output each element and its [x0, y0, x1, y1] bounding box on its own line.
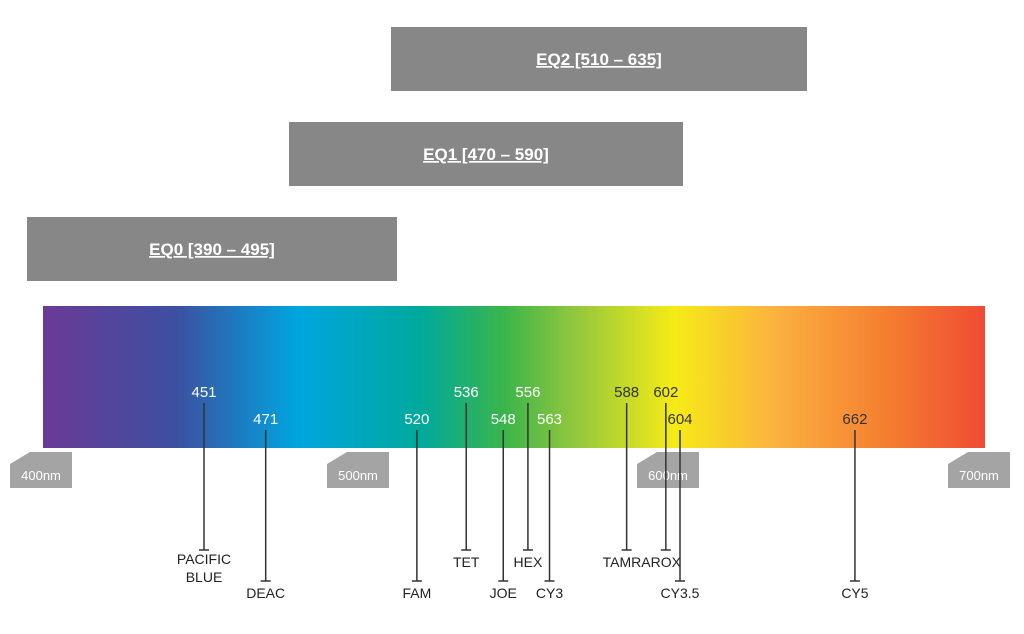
scale-tab [327, 452, 389, 488]
dye-name: PACIFIC BLUE [177, 551, 231, 585]
eq-label: EQ0 [390 – 495] [149, 240, 275, 259]
eq-label: EQ2 [510 – 635] [536, 50, 662, 69]
scale-label: 700nm [959, 468, 999, 483]
dye-name: CY3 [536, 585, 563, 601]
scale-tab [10, 452, 72, 488]
wavelength-label: 536 [454, 384, 479, 401]
dye-name: TAMRA [603, 554, 652, 570]
dye-name: HEX [514, 554, 543, 570]
scale-label: 600nm [648, 468, 688, 483]
wavelength-label: 520 [404, 411, 429, 428]
wavelength-label: 471 [253, 411, 278, 428]
wavelength-label: 588 [614, 384, 639, 401]
wavelength-label: 602 [653, 384, 678, 401]
dye-name: DEAC [246, 585, 285, 601]
scale-tab [637, 452, 699, 488]
eq-band [391, 27, 807, 91]
spectrum-bar [43, 306, 985, 448]
wavelength-label: 451 [191, 384, 216, 401]
dye-name: CY3.5 [661, 585, 700, 601]
scale-tab [948, 452, 1010, 488]
wavelength-label: 556 [515, 384, 540, 401]
scale-label: 400nm [21, 468, 61, 483]
eq-label: EQ1 [470 – 590] [423, 145, 549, 164]
dye-name: TET [453, 554, 480, 570]
dye-name: FAM [402, 585, 431, 601]
eq-band [27, 217, 397, 281]
scale-label: 500nm [338, 468, 378, 483]
wavelength-label: 662 [842, 411, 867, 428]
eq-band [289, 122, 683, 186]
dye-name: CY5 [841, 585, 868, 601]
wavelength-label: 548 [491, 411, 516, 428]
dye-name: JOE [490, 585, 517, 601]
wavelength-label: 604 [667, 411, 692, 428]
wavelength-label: 563 [537, 411, 562, 428]
dye-name: ROX [651, 554, 682, 570]
